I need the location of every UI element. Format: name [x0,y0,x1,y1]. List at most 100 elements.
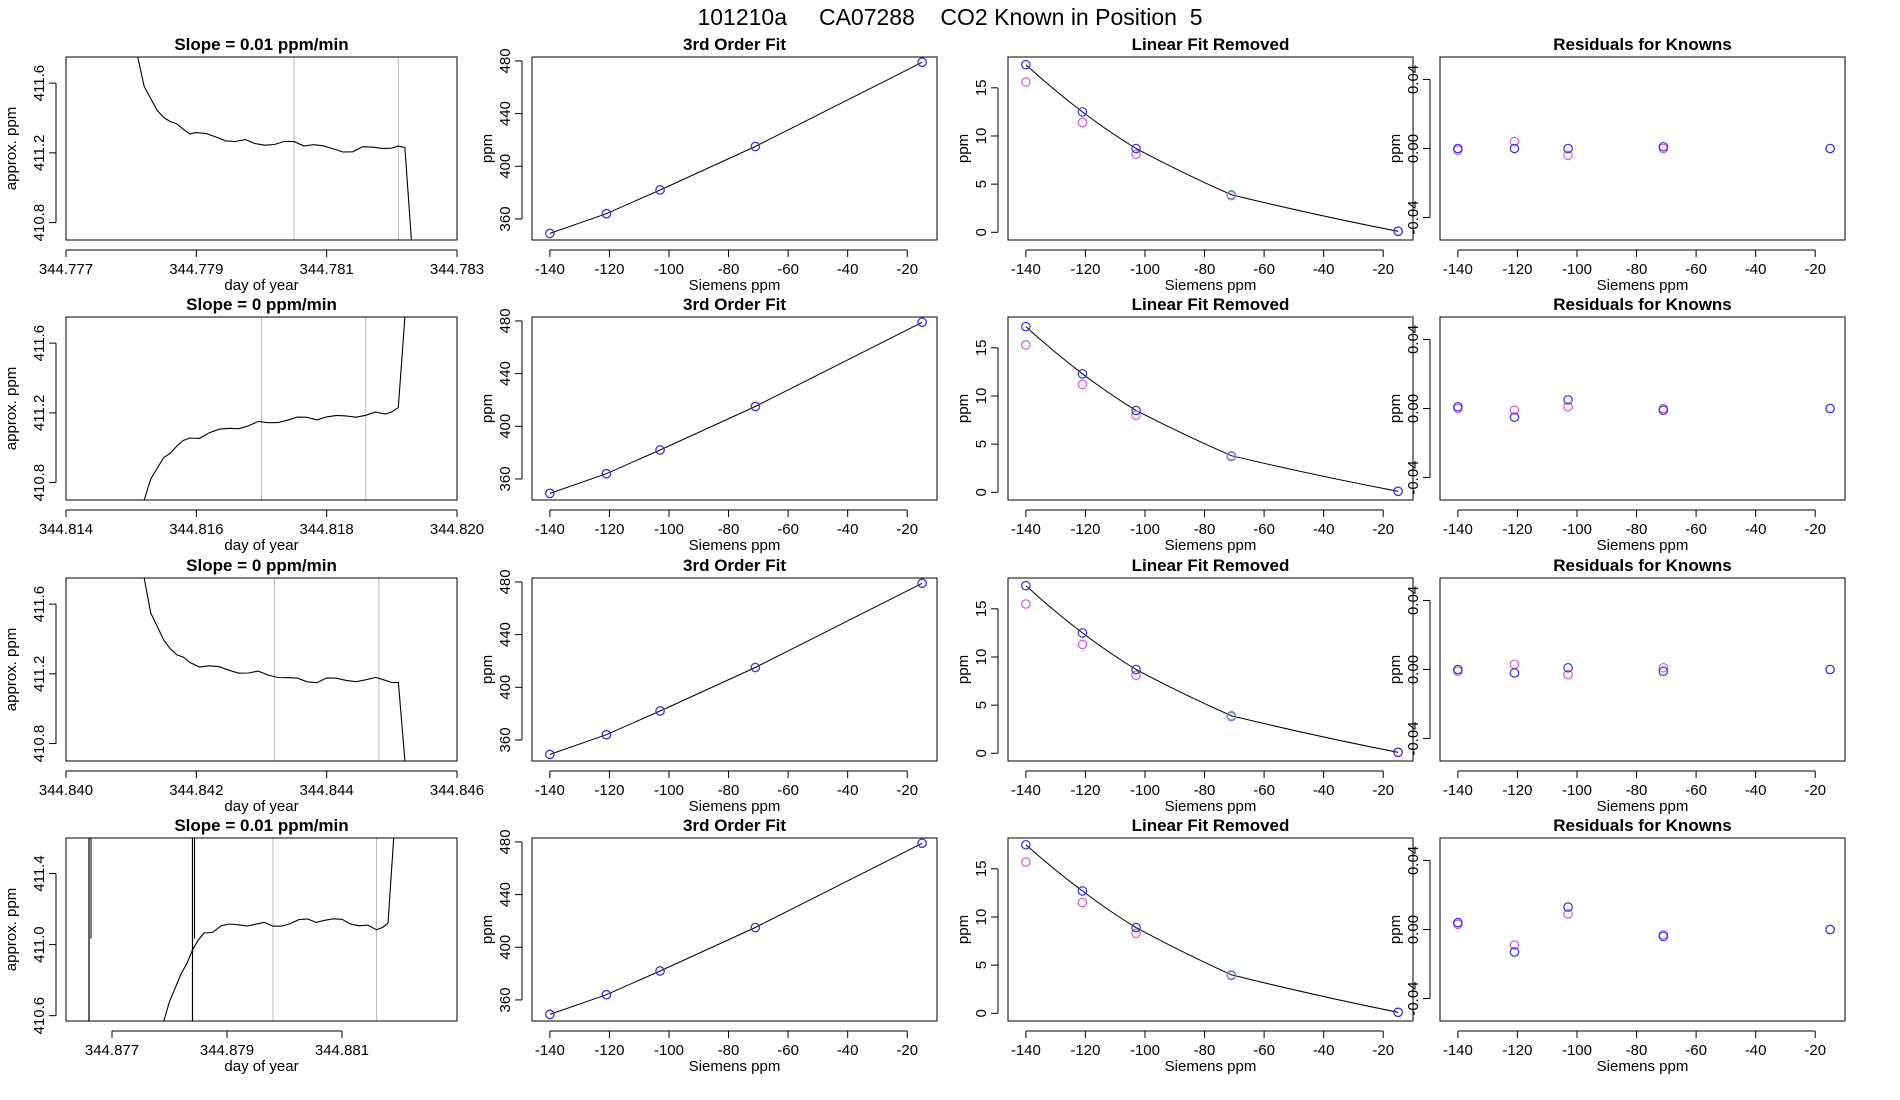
r4-fit-blue-point [750,922,761,933]
r4-linfit-y-label: ppm [955,915,972,944]
r1-residuals-x-label: Siemens ppm [1597,277,1689,294]
r2-residuals-x-tick-label: -100 [1562,521,1592,538]
r1-linfit-blue-point [1077,107,1088,117]
r4-residuals-x-tick-label: -140 [1443,1042,1473,1059]
r4-time-plot-area [88,838,395,1021]
r3-linfit-plot-area [1021,580,1403,758]
r4-fit-x-tick-label: -140 [535,1042,565,1059]
r3-linfit-x-tick-label: -80 [1194,782,1216,799]
r1-fit-frame [531,56,938,241]
r1-fit-x-tick-label: -20 [896,261,918,278]
r4-fit-y-label: ppm [479,915,496,944]
r2-linfit-x-tick-label: -40 [1313,521,1335,538]
r1-residuals-blue-point [1453,143,1463,154]
r1-linfit-blue-point [1393,226,1403,237]
r3-residuals-blue-point [1453,664,1463,675]
r4-fit-y-tick-label: 440 [497,882,514,907]
r4-time-series-line [163,838,395,1021]
r2-fit-frame [531,316,938,501]
r4-residuals-title: Residuals for Knowns [1553,816,1732,835]
r2-linfit-blue-point [1131,405,1141,416]
r3-time-x-tick-label: 344.846 [430,782,484,799]
r3-fit-blue-point [655,706,665,716]
r4-linfit-frame [1007,837,1414,1022]
r4-linfit-x-tick-label: -40 [1313,1042,1335,1059]
r1-fit-blue-point [750,141,761,152]
r2-time-x-tick-label: 344.818 [300,521,354,538]
r2-residuals-y-label: ppm [1387,394,1404,423]
r3-linfit-blue-point [1393,747,1403,758]
r3-linfit-blue-point [1077,628,1088,638]
r4-residuals-x-tick-label: -40 [1745,1042,1767,1059]
r4-fit-fit-curve [549,842,923,1015]
r2-fit-fit-curve [549,321,923,494]
r1-residuals-x-tick-label: -40 [1745,261,1767,278]
r2-linfit-x-tick-label: -20 [1372,521,1394,538]
r2-linfit-blue-point [1077,369,1088,379]
r4-fit-x-tick-label: -40 [837,1042,859,1059]
r3-residuals-blue-point [1658,666,1669,677]
r3-linfit-magenta-point [1077,639,1088,650]
r4-fit-blue-point [917,838,927,849]
r4-fit-y-tick-label: 480 [497,829,514,854]
r1-linfit-blue-point [1131,143,1141,154]
r3-linfit-x-tick-label: -40 [1313,782,1335,799]
r4-linfit-x-tick-label: -120 [1070,1042,1100,1059]
r4-fit-y-tick-label: 400 [497,935,514,960]
r2-time-plot-area [143,317,406,500]
r2-residuals-magenta-point [1563,401,1573,412]
r2-linfit-fit-curve [1025,326,1399,492]
r4-residuals-x-label: Siemens ppm [1597,1058,1689,1075]
r1-linfit-x-tick-label: -120 [1070,261,1100,278]
r4-time-y-tick-label: 411.0 [31,926,48,962]
r1-linfit-y-tick-label: 15 [973,79,990,96]
r1-time-y-tick-label: 411.6 [31,65,48,101]
r1-fit-x-tick-label: -100 [654,261,684,278]
r4-residuals-y-tick-label: -0.04 [1405,981,1422,1015]
r4-time-x-tick-label: 344.877 [85,1042,139,1059]
r1-linfit-magenta-point [1021,77,1031,87]
r1-residuals-blue-point [1658,141,1669,152]
r3-time-series-line [143,578,406,761]
r4-fit-x-tick-label: -120 [594,1042,624,1059]
r4-fit-frame [531,837,938,1022]
r1-linfit-blue-point [1021,59,1031,70]
r1-linfit-y-label: ppm [955,134,972,163]
r3-time-x-label: day of year [224,798,298,815]
r3-residuals-blue-point [1563,662,1573,673]
r1-residuals-title: Residuals for Knowns [1553,35,1732,54]
r3-linfit-blue-point [1226,710,1237,721]
r3-linfit-magenta-point [1021,599,1031,609]
r2-time-y-tick-label: 411.2 [31,395,48,431]
r1-time-x-label: day of year [224,277,298,294]
r1-residuals-x-tick-label: -80 [1626,261,1648,278]
r2-fit-x-tick-label: -40 [837,521,859,538]
r3-time-frame [65,577,458,762]
r2-residuals-title: Residuals for Knowns [1553,295,1732,314]
r3-residuals-x-label: Siemens ppm [1597,798,1689,815]
r2-fit-y-tick-label: 400 [497,414,514,439]
r1-linfit-frame [1007,56,1414,241]
r3-linfit-blue-point [1131,664,1141,675]
r3-linfit-y-tick-label: 0 [973,749,990,757]
r3-linfit-y-tick-label: 15 [973,600,990,617]
r3-fit-y-tick-label: 360 [497,727,514,752]
r4-time-y-tick-label: 410.6 [31,997,48,1035]
r3-fit-y-tick-label: 440 [497,622,514,647]
r1-fit-plot-area [545,57,927,239]
r1-fit-blue-point [601,208,612,219]
r3-linfit-title: Linear Fit Removed [1132,556,1290,575]
r3-fit-x-tick-label: -140 [535,782,565,799]
r3-fit-y-tick-label: 480 [497,569,514,594]
r1-residuals-magenta-point [1563,150,1573,161]
r1-linfit-y-tick-label: 5 [973,180,990,188]
r2-linfit-x-tick-label: -80 [1194,521,1216,538]
r1-residuals-blue-point [1825,143,1835,154]
r2-fit-y-label: ppm [479,394,496,423]
r2-time-frame [65,316,458,501]
r2-residuals-blue-point [1825,403,1835,414]
r1-fit-title: 3rd Order Fit [683,35,786,54]
r3-fit-y-label: ppm [479,655,496,684]
r2-time-x-label: day of year [224,537,298,554]
